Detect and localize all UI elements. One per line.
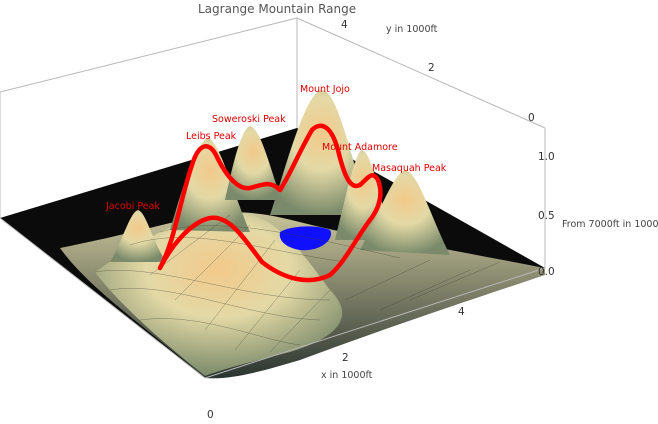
x-tick-2: 2: [342, 352, 349, 364]
leibs-hill: [170, 138, 250, 232]
y-axis-label: y in 1000ft: [386, 24, 438, 35]
lake: [279, 226, 332, 251]
jacobi-hill: [110, 210, 166, 262]
path-curve: [157, 123, 383, 283]
x-tick-4: 4: [458, 306, 465, 318]
box-frame-front: [0, 217, 546, 379]
jojo-hill: [270, 90, 372, 215]
z-tick-0.5: 0.5: [538, 210, 555, 222]
masaquah-hill: [360, 170, 450, 255]
y-tick-labels: 4 2 0: [341, 19, 535, 124]
peak-label: Leibs Peak: [186, 131, 237, 142]
box-frame-back: [0, 17, 546, 268]
z-axis-label: From 7000ft in 1000ft: [562, 219, 658, 230]
terrain-surface: [60, 90, 545, 379]
soweroski-hill: [225, 126, 282, 200]
x-tick-0: 0: [207, 409, 214, 421]
z-tick-1.0: 1.0: [538, 151, 555, 163]
z-tick-0.0: 0.0: [538, 266, 555, 278]
peak-label: Jacobi Peak: [105, 201, 160, 212]
z-tick-labels: 1.0 0.5 0.0: [538, 151, 555, 278]
x-tick-labels: 0 2 4: [207, 306, 465, 421]
peak-label: Mount Jojo: [300, 84, 350, 95]
chart-title: Lagrange Mountain Range: [198, 2, 356, 16]
peak-label: Mount Adamore: [322, 142, 398, 153]
peak-label: Soweroski Peak: [212, 114, 286, 125]
y-tick-4: 4: [341, 19, 348, 31]
peak-label: Masaquah Peak: [372, 163, 447, 174]
y-tick-2: 2: [428, 62, 435, 74]
peak-labels: Jacobi Peak Leibs Peak Soweroski Peak Mo…: [105, 84, 447, 212]
terrain-mesh: [94, 214, 501, 353]
x-axis-label: x in 1000ft: [321, 370, 373, 381]
y-tick-0: 0: [528, 112, 535, 124]
